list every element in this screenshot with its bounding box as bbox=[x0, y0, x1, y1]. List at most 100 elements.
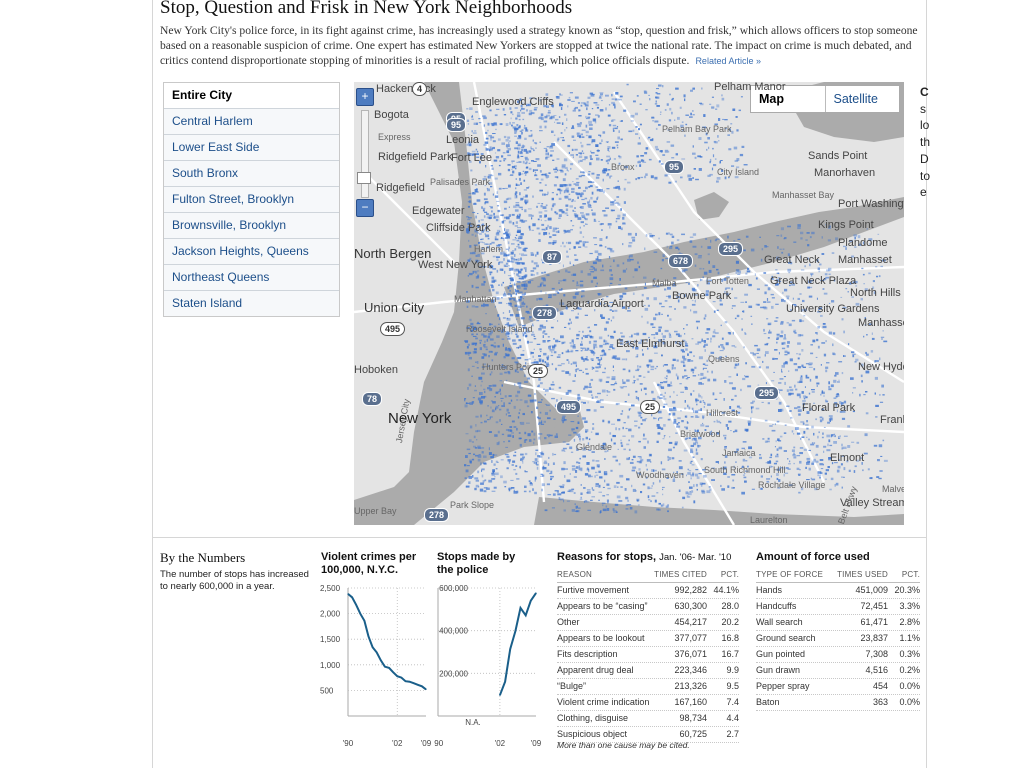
zoom-in-icon[interactable]: + bbox=[356, 88, 374, 106]
stop-dot bbox=[632, 346, 634, 349]
zoom-slider-handle[interactable] bbox=[357, 172, 371, 184]
stop-dot bbox=[736, 158, 740, 161]
stop-dot bbox=[658, 84, 662, 87]
stop-dot bbox=[474, 447, 478, 449]
neighborhood-item[interactable]: Jackson Heights, Queens bbox=[164, 239, 339, 265]
stop-dot bbox=[614, 503, 619, 506]
stop-dot bbox=[605, 505, 608, 508]
stop-dot bbox=[538, 455, 543, 458]
stop-dot bbox=[605, 94, 609, 97]
stop-dot bbox=[590, 378, 594, 381]
stop-dot bbox=[506, 232, 511, 234]
stop-dot bbox=[506, 317, 509, 320]
stop-dot bbox=[475, 337, 478, 340]
stop-dot bbox=[466, 346, 469, 349]
stop-dot bbox=[589, 268, 594, 270]
stop-dot bbox=[475, 153, 479, 155]
stop-dot bbox=[774, 320, 778, 322]
neighborhood-item[interactable]: Central Harlem bbox=[164, 109, 339, 135]
stop-dot bbox=[501, 220, 505, 224]
neighborhood-item[interactable]: Brownsville, Brooklyn bbox=[164, 213, 339, 239]
stop-dot bbox=[525, 310, 529, 313]
stop-dot bbox=[593, 218, 596, 221]
stop-dot bbox=[565, 204, 569, 207]
stop-dot bbox=[659, 386, 663, 389]
stop-dot bbox=[716, 180, 719, 183]
stop-dot bbox=[512, 292, 515, 294]
stop-dot bbox=[600, 223, 604, 225]
table-row: Violent crime indication 167,160 7.4 bbox=[557, 695, 739, 711]
stop-dot bbox=[595, 460, 600, 462]
stop-dot bbox=[610, 344, 614, 346]
stop-dot bbox=[581, 198, 585, 201]
stop-dot bbox=[508, 415, 512, 417]
stop-dot bbox=[554, 404, 557, 408]
stop-dot bbox=[629, 408, 632, 410]
stop-dot bbox=[555, 339, 559, 343]
stop-dot bbox=[687, 496, 691, 498]
stop-dot bbox=[584, 156, 588, 159]
stop-dot bbox=[860, 297, 863, 301]
stop-dot bbox=[672, 358, 676, 361]
stop-dot bbox=[512, 239, 517, 241]
stop-dot bbox=[505, 379, 508, 382]
stop-dot bbox=[735, 260, 739, 264]
stop-dot bbox=[610, 384, 615, 386]
stop-dot bbox=[552, 234, 557, 236]
stop-dot bbox=[699, 400, 702, 403]
related-article-link[interactable]: Related Article » bbox=[695, 56, 761, 66]
stop-dot bbox=[542, 474, 545, 477]
zoom-slider-track[interactable] bbox=[361, 110, 369, 198]
stop-dot bbox=[523, 440, 527, 443]
stop-dot bbox=[482, 178, 486, 181]
stop-dot bbox=[595, 471, 598, 474]
stop-dot bbox=[709, 488, 712, 491]
stop-dot bbox=[677, 299, 680, 303]
stop-dot bbox=[484, 395, 487, 398]
stop-dot bbox=[494, 195, 499, 198]
stop-dot bbox=[734, 176, 739, 179]
zoom-out-icon[interactable]: − bbox=[356, 199, 374, 217]
stop-dot bbox=[722, 347, 725, 350]
stop-density-map[interactable]: + − Map Satellite Englewood Cliffs Leonia… bbox=[354, 82, 904, 525]
stop-dot bbox=[515, 202, 520, 204]
stop-dot bbox=[572, 181, 574, 183]
stop-dot bbox=[612, 202, 616, 205]
map-view-button[interactable]: Map bbox=[751, 86, 826, 112]
neighborhood-item[interactable]: Lower East Side bbox=[164, 135, 339, 161]
stop-dot bbox=[699, 267, 702, 270]
stop-dot bbox=[696, 488, 698, 491]
stop-dot bbox=[745, 375, 749, 378]
stop-dot bbox=[504, 293, 506, 295]
stop-dot bbox=[497, 329, 502, 331]
stop-dot bbox=[651, 334, 655, 336]
neighborhood-item[interactable]: South Bronx bbox=[164, 161, 339, 187]
stop-dot bbox=[516, 371, 519, 373]
neighborhood-item[interactable]: Entire City bbox=[164, 83, 339, 109]
stop-dot bbox=[771, 275, 773, 279]
stop-dot bbox=[525, 335, 527, 338]
stop-dot bbox=[675, 373, 678, 377]
neighborhood-item[interactable]: Staten Island bbox=[164, 291, 339, 316]
stop-dot bbox=[575, 507, 578, 509]
data-point bbox=[413, 682, 415, 684]
satellite-view-button[interactable]: Satellite bbox=[833, 92, 878, 106]
stop-dot bbox=[483, 346, 488, 349]
stop-dot bbox=[548, 345, 551, 349]
stop-dot bbox=[658, 329, 661, 332]
stop-dot bbox=[713, 140, 716, 143]
stop-dot bbox=[703, 406, 705, 408]
stop-dot bbox=[583, 102, 587, 105]
stop-dot bbox=[545, 193, 549, 196]
stop-dot bbox=[508, 460, 511, 464]
stop-dot bbox=[634, 420, 638, 422]
neighborhood-item[interactable]: Fulton Street, Brooklyn bbox=[164, 187, 339, 213]
stop-dot bbox=[544, 220, 547, 222]
neighborhood-item[interactable]: Northeast Queens bbox=[164, 265, 339, 291]
stop-dot bbox=[843, 400, 847, 404]
stop-dot bbox=[476, 232, 479, 234]
stop-dot bbox=[490, 165, 493, 167]
stop-dot bbox=[822, 288, 825, 290]
stop-dot bbox=[484, 304, 489, 307]
stop-dot bbox=[724, 446, 727, 448]
